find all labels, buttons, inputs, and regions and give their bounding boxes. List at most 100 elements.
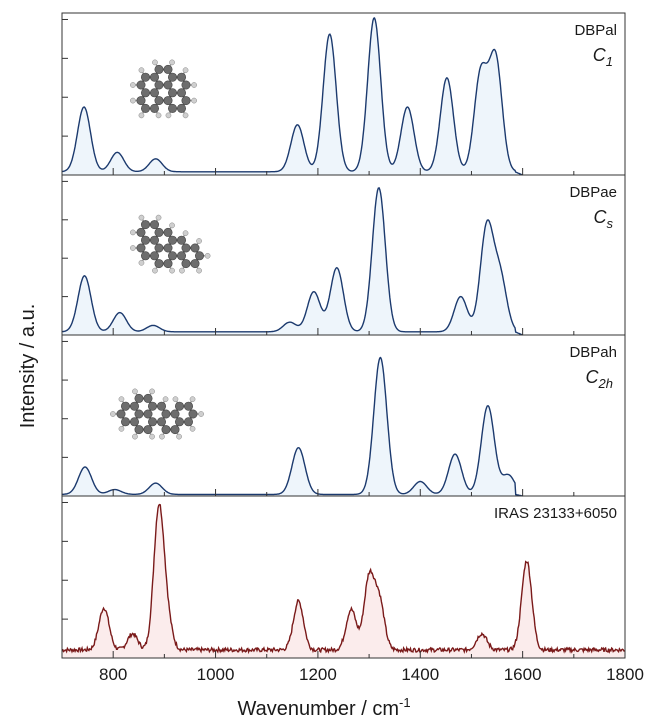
carbon-atom [134,425,144,435]
spectrum-area [62,18,523,175]
spectrum-panel: DBPah C2h [61,334,626,497]
hydrogen-atom [130,229,136,236]
carbon-atom [170,409,180,419]
symmetry-subscript: 1 [606,54,613,69]
carbon-atom [161,425,171,435]
hydrogen-atom [130,245,136,251]
carbon-atom [163,80,173,90]
carbon-atom [181,243,191,253]
spectrum-line [62,356,523,497]
carbon-atom [134,409,144,419]
hydrogen-atom [130,82,136,88]
hydrogen-atom [189,396,196,403]
hydrogen-atom [155,112,162,119]
hydrogen-atom [176,433,182,440]
carbon-atom [121,417,131,427]
carbon-atom [150,88,160,98]
carbon-atom [175,401,185,411]
x-tick-label: 1000 [197,665,235,684]
carbon-atom [184,417,194,427]
panel-label: DBPal [574,22,617,39]
hydrogen-atom [204,252,211,259]
symmetry-letter: C [593,45,607,65]
carbon-atom [177,103,187,113]
hydrogen-atom [169,222,175,229]
carbon-atom [130,401,140,411]
hydrogen-atom [138,259,145,266]
carbon-atom [130,417,140,427]
hydrogen-atom [182,112,189,119]
hydrogen-atom [198,411,204,417]
carbon-atom [154,243,164,253]
carbon-atom [177,88,187,98]
carbon-atom [163,259,173,269]
carbon-atom [195,251,205,261]
hydrogen-atom [118,396,125,403]
carbon-atom [148,401,158,411]
carbon-atom [141,72,151,82]
hydrogen-atom [196,267,202,274]
hydrogen-atom [189,425,196,432]
molecule-illustrations [110,59,211,440]
carbon-atom [188,409,198,419]
carbon-atom [181,80,191,90]
carbon-atom [154,96,164,106]
hydrogen-atom [138,214,145,221]
carbon-atom [141,251,151,261]
carbon-atom [154,80,164,90]
carbon-atom [175,417,185,427]
carbon-atom [163,64,173,74]
hydrogen-atom [165,112,172,119]
carbon-atom [168,103,178,113]
x-tick-label: 1200 [299,665,337,684]
spectrum-panel: IRAS 23133+6050 [61,495,626,659]
carbon-atom [157,401,167,411]
hydrogen-atom [130,97,136,104]
panel-label: IRAS 23133+6050 [494,505,617,522]
hydrogen-atom [191,82,197,88]
carbon-atom [154,259,164,269]
carbon-atom [150,220,160,230]
carbon-atom [157,417,167,427]
carbon-atom [141,103,151,113]
carbon-atom [181,96,191,106]
carbon-atom [190,243,200,253]
carbon-atom [184,401,194,411]
carbon-atom [177,251,187,261]
spectrum-area [62,187,523,335]
carbon-atom [181,259,191,269]
spectrum-line [61,187,523,336]
y-axis-label: Intensity / a.u. [17,304,39,429]
carbon-atom [168,72,178,82]
hydrogen-atom [132,433,138,440]
hydrogen-atom [179,267,185,274]
symmetry-letter: C [594,207,608,227]
carbon-atom [190,259,200,269]
symmetry-letter: C [586,367,600,387]
x-tick-label: 1600 [504,665,542,684]
x-axis-ticks: 800 1000 1200 1400 1600 1800 [61,168,644,684]
x-axis-label: Wavenumber / cm-1 [237,695,410,720]
panel-frame [61,495,626,659]
carbon-atom [134,393,144,403]
carbon-atom [143,409,153,419]
carbon-atom [148,417,158,427]
molecule-icon [130,214,211,274]
hydrogen-atom [155,214,162,221]
carbon-atom [163,243,173,253]
panel-label: DBPae [569,184,617,201]
panel-symmetry: Cs [594,207,614,231]
carbon-atom [177,235,187,245]
hydrogen-atom [182,67,189,74]
carbon-atom [141,88,151,98]
symmetry-subscript: 2h [598,376,613,391]
molecule-icon [130,59,197,119]
spectrum-line [61,17,523,176]
carbon-atom [143,393,153,403]
hydrogen-atom [191,97,197,104]
carbon-atom [150,235,160,245]
hydrogen-atom [132,388,138,395]
hydrogen-atom [196,238,202,244]
spectrum-line [61,503,625,655]
